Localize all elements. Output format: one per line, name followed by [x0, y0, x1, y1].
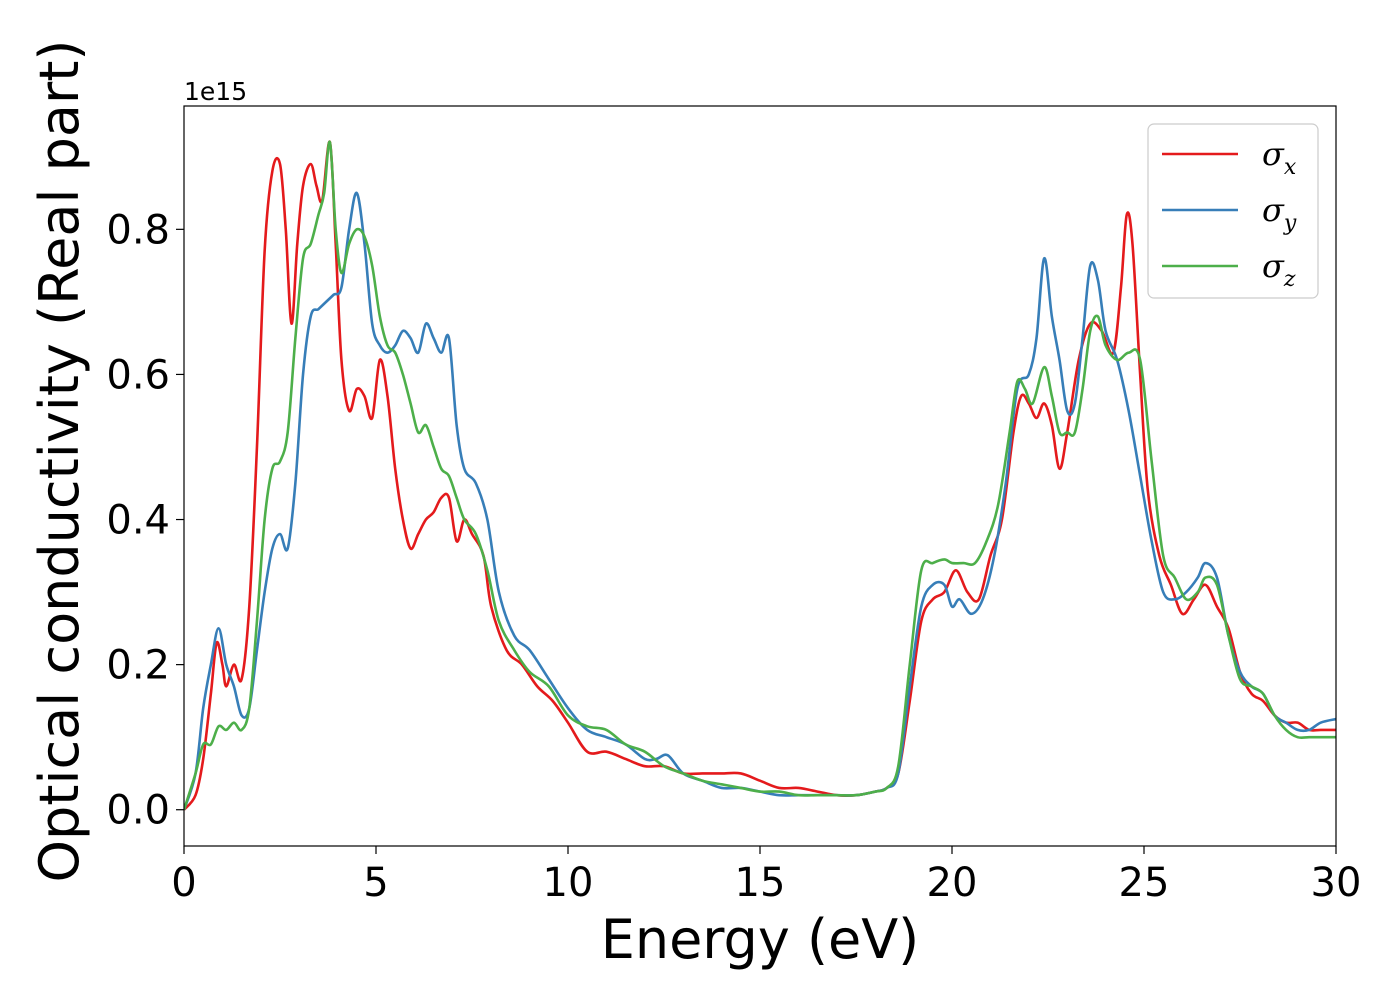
y-tick-label: 0.4 — [106, 498, 170, 544]
x-tick-label: 10 — [543, 860, 594, 906]
x-tick-label: 5 — [363, 860, 388, 906]
plot-lines — [184, 140, 1336, 811]
x-tick-label: 25 — [1119, 860, 1170, 906]
y-tick-label: 0.6 — [106, 352, 170, 398]
series-line-sigma-y — [184, 191, 1336, 811]
y-tick-label: 0.0 — [106, 788, 170, 834]
legend-label-sigma-x: σx — [1262, 135, 1297, 180]
x-tick-label: 30 — [1311, 860, 1362, 906]
y-axis-label: Optical conductivity (Real part) — [28, 40, 91, 883]
y-axis-ticks: 0.0 0.2 0.4 0.6 0.8 — [106, 207, 184, 834]
y-tick-label: 0.2 — [106, 643, 170, 689]
y-offset-label: 1e15 — [184, 77, 247, 106]
x-tick-label: 0 — [171, 860, 196, 906]
y-tick-label: 0.8 — [106, 207, 170, 253]
x-axis-label: Energy (eV) — [601, 908, 920, 971]
x-tick-label: 20 — [927, 860, 978, 906]
x-tick-label: 15 — [735, 860, 786, 906]
legend-label-sigma-y: σy — [1262, 191, 1297, 236]
series-line-sigma-z — [184, 140, 1336, 811]
x-axis-ticks: 0 5 10 15 20 25 30 — [171, 846, 1361, 906]
